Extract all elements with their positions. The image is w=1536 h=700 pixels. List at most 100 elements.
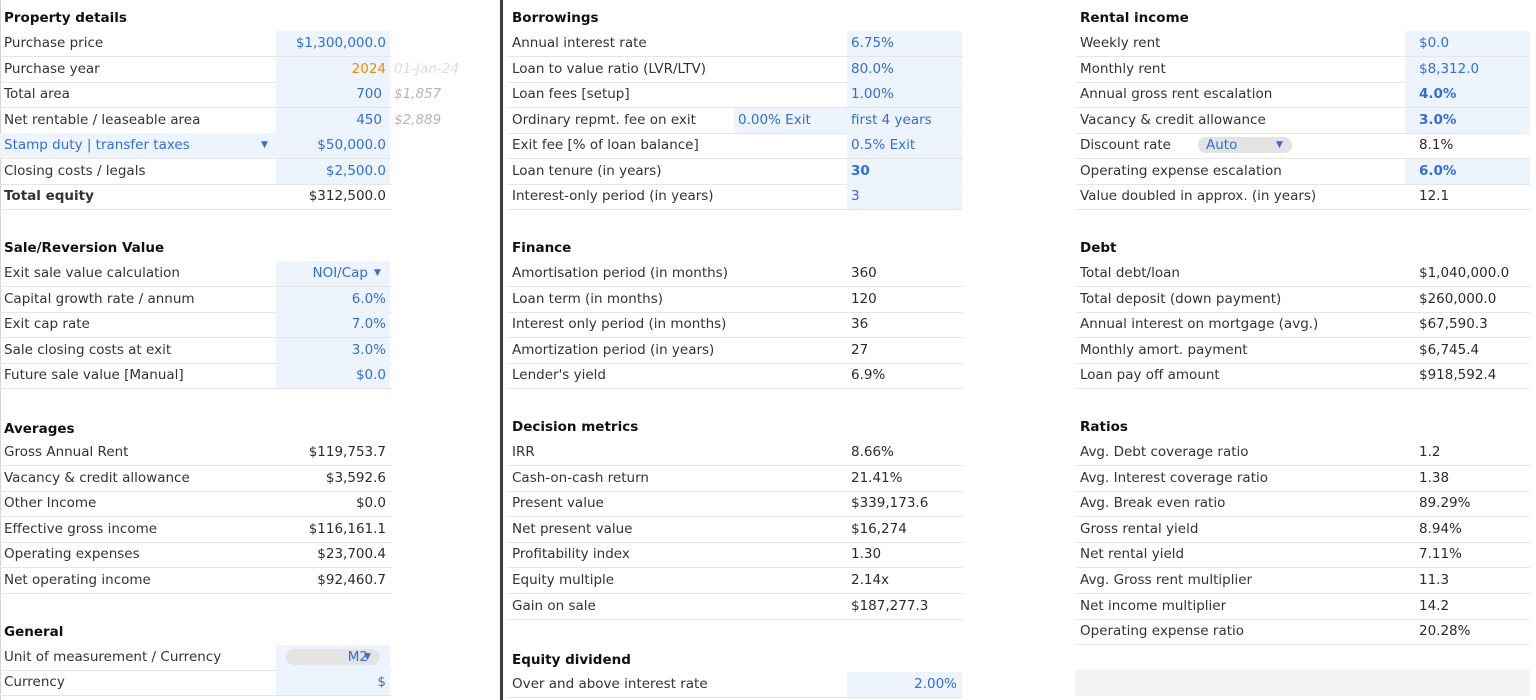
caret-down-icon[interactable]: ▼ bbox=[364, 652, 371, 662]
input-monthly-rent[interactable]: $8,312.0 bbox=[1419, 61, 1480, 77]
label-other-income: Other Income bbox=[4, 495, 97, 511]
value-npv: $16,274 bbox=[851, 521, 907, 537]
row-monthly-amort: Monthly amort. payment $6,745.4 bbox=[1076, 338, 1530, 364]
label-present-value: Present value bbox=[512, 495, 604, 511]
input-rent-escalation[interactable]: 4.0% bbox=[1419, 86, 1457, 102]
caret-down-icon[interactable]: ▼ bbox=[261, 140, 268, 150]
label-discount-rate: Discount rate bbox=[1080, 137, 1171, 153]
input-interest-only-years[interactable]: 3 bbox=[851, 188, 860, 204]
input-opex-escalation[interactable]: 6.0% bbox=[1419, 163, 1457, 179]
row-equity-multiple: Equity multiple 2.14x bbox=[508, 568, 963, 594]
row-rental-vacancy: Vacancy & credit allowance 3.0% bbox=[1076, 108, 1530, 134]
row-profitability-index: Profitability index 1.30 bbox=[508, 542, 963, 568]
value-net-rental-yield: 7.11% bbox=[1419, 546, 1462, 562]
row-loan-fees: Loan fees [setup] 1.00% bbox=[508, 82, 963, 108]
dropdown-discount-mode[interactable]: Auto bbox=[1206, 137, 1238, 153]
label-cash-on-cash: Cash-on-cash return bbox=[512, 470, 649, 486]
input-closing-costs[interactable]: $2,500.0 bbox=[325, 163, 386, 179]
input-net-rentable-area[interactable]: 450 bbox=[356, 112, 382, 128]
discount-dropdown-pill[interactable] bbox=[1198, 137, 1292, 153]
section-title-debt: Debt bbox=[1080, 240, 1117, 256]
row-npv: Net present value $16,274 bbox=[508, 517, 963, 543]
input-exit-cap-rate[interactable]: 7.0% bbox=[351, 316, 386, 332]
label-total-debt: Total debt/loan bbox=[1080, 265, 1180, 281]
section-title-rental: Rental income bbox=[1080, 10, 1189, 26]
input-weekly-rent[interactable]: $0.0 bbox=[1419, 35, 1450, 51]
row-weekly-rent: Weekly rent $0.0 bbox=[1076, 31, 1530, 57]
label-gain-on-sale: Gain on sale bbox=[512, 598, 596, 614]
caret-down-icon[interactable]: ▼ bbox=[1276, 140, 1283, 150]
input-sale-closing-costs[interactable]: 3.0% bbox=[351, 342, 386, 358]
value-vacancy-allowance: $3,592.6 bbox=[325, 470, 386, 486]
label-opex-ratio: Operating expense ratio bbox=[1080, 623, 1245, 639]
label-sale-closing-costs: Sale closing costs at exit bbox=[4, 342, 172, 358]
value-present-value: $339,173.6 bbox=[851, 495, 929, 511]
input-purchase-year[interactable]: 2024 bbox=[351, 61, 386, 77]
input-ltv[interactable]: 80.0% bbox=[851, 61, 894, 77]
row-value-doubled: Value doubled in approx. (in years) 12.1 bbox=[1076, 184, 1530, 210]
value-effective-gross-income: $116,161.1 bbox=[308, 521, 386, 537]
value-other-income: $0.0 bbox=[355, 495, 386, 511]
value-irr: 8.66% bbox=[851, 444, 894, 460]
row-stamp-duty: Stamp duty | transfer taxes ▼ $50,000.0 bbox=[0, 133, 390, 159]
label-net-operating-income: Net operating income bbox=[4, 572, 151, 588]
row-capital-growth: Capital growth rate / annum 6.0% bbox=[0, 287, 392, 313]
input-currency[interactable]: $ bbox=[377, 674, 386, 690]
row-over-interest-rate: Over and above interest rate 2.00% bbox=[508, 672, 963, 698]
row-discount-rate: Discount rate Auto ▼ 8.1% bbox=[1076, 133, 1530, 159]
dropdown-unit-measurement[interactable]: M2 bbox=[347, 649, 368, 665]
left-panel: Property details Purchase price $1,300,0… bbox=[0, 0, 459, 700]
value-equity-multiple: 2.14x bbox=[851, 572, 890, 588]
value-break-even: 89.29% bbox=[1419, 495, 1471, 511]
unit-dropdown-pill[interactable] bbox=[286, 649, 380, 665]
row-amortization-years: Amortization period (in years) 27 bbox=[508, 338, 963, 364]
row-rent-escalation: Annual gross rent escalation 4.0% bbox=[1076, 82, 1530, 108]
row-irr: IRR 8.66% bbox=[508, 440, 963, 466]
input-rental-vacancy[interactable]: 3.0% bbox=[1419, 112, 1457, 128]
input-future-sale-value[interactable]: $0.0 bbox=[355, 367, 386, 383]
input-repayment-fee[interactable]: 0.00% Exit bbox=[738, 112, 811, 128]
input-repayment-fee-period[interactable]: first 4 years bbox=[851, 112, 932, 128]
section-title-borrowings: Borrowings bbox=[512, 10, 599, 26]
value-interest-only-months: 36 bbox=[851, 316, 869, 332]
label-purchase-price: Purchase price bbox=[4, 35, 104, 51]
label-loan-fees: Loan fees [setup] bbox=[512, 86, 630, 102]
row-currency: Currency $ bbox=[0, 670, 392, 696]
row-present-value: Present value $339,173.6 bbox=[508, 491, 963, 517]
row-gross-rental-yield: Gross rental yield 8.94% bbox=[1076, 517, 1530, 543]
input-stamp-duty[interactable]: $50,000.0 bbox=[317, 137, 386, 153]
label-operating-expenses: Operating expenses bbox=[4, 546, 140, 562]
label-equity-multiple: Equity multiple bbox=[512, 572, 615, 588]
label-loan-term-months: Loan term (in months) bbox=[512, 291, 663, 307]
value-gross-rent-multiplier: 11.3 bbox=[1419, 572, 1450, 588]
input-annual-interest-rate[interactable]: 6.75% bbox=[851, 35, 894, 51]
input-loan-tenure[interactable]: 30 bbox=[851, 163, 870, 179]
row-repayment-fee: Ordinary repmt. fee on exit 0.00% Exit f… bbox=[508, 108, 963, 134]
dropdown-stamp-duty[interactable]: Stamp duty | transfer taxes bbox=[4, 137, 190, 153]
input-purchase-price[interactable]: $1,300,000.0 bbox=[295, 35, 386, 51]
input-capital-growth[interactable]: 6.0% bbox=[351, 291, 386, 307]
label-exit-sale-calc: Exit sale value calculation bbox=[4, 265, 180, 281]
row-loan-tenure: Loan tenure (in years) 30 bbox=[508, 159, 963, 185]
hint-price-per-area: $1,857 bbox=[394, 86, 442, 102]
input-loan-fees[interactable]: 1.00% bbox=[851, 86, 894, 102]
row-amortisation-months: Amortisation period (in months) 360 bbox=[508, 261, 963, 287]
sheet-left-edge bbox=[0, 0, 1, 700]
row-net-rental-yield: Net rental yield 7.11% bbox=[1076, 542, 1530, 568]
row-loan-term-months: Loan term (in months) 120 bbox=[508, 287, 963, 313]
section-title-sale: Sale/Reversion Value bbox=[4, 240, 165, 256]
label-interest-coverage: Avg. Interest coverage ratio bbox=[1080, 470, 1268, 486]
row-net-operating-income: Net operating income $92,460.7 bbox=[0, 568, 392, 594]
input-total-area[interactable]: 700 bbox=[356, 86, 382, 102]
value-annual-interest-mortgage: $67,590.3 bbox=[1419, 316, 1488, 332]
caret-down-icon[interactable]: ▼ bbox=[374, 268, 381, 278]
middle-panel: Borrowings Annual interest rate 6.75% Lo… bbox=[508, 0, 963, 700]
label-rental-vacancy: Vacancy & credit allowance bbox=[1080, 112, 1266, 128]
input-over-interest-rate[interactable]: 2.00% bbox=[914, 676, 957, 692]
row-exit-cap-rate: Exit cap rate 7.0% bbox=[0, 312, 392, 338]
value-discount-rate: 8.1% bbox=[1419, 137, 1454, 153]
value-gain-on-sale: $187,277.3 bbox=[851, 598, 929, 614]
row-cash-on-cash: Cash-on-cash return 21.41% bbox=[508, 466, 963, 492]
input-exit-fee[interactable]: 0.5% Exit bbox=[851, 137, 916, 153]
dropdown-exit-sale-calc[interactable]: NOI/Cap bbox=[312, 265, 368, 281]
